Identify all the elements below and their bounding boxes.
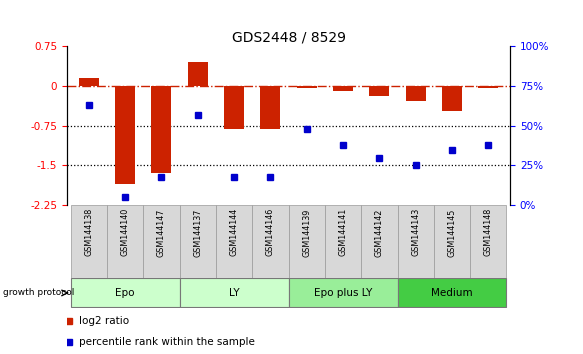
Text: LY: LY: [229, 288, 240, 298]
Bar: [478, 86, 498, 88]
Bar: [216, 205, 252, 278]
Bar: [325, 205, 361, 278]
Bar: [180, 279, 289, 307]
Text: log2 ratio: log2 ratio: [79, 316, 129, 326]
Bar: [289, 205, 325, 278]
Bar: [180, 205, 216, 278]
Text: Epo plus LY: Epo plus LY: [314, 288, 373, 298]
Bar: [297, 86, 317, 88]
Text: GSM144137: GSM144137: [194, 208, 202, 257]
Text: GSM144146: GSM144146: [266, 208, 275, 256]
Text: GSM144140: GSM144140: [121, 208, 129, 256]
Bar: [398, 205, 434, 278]
Bar: [361, 205, 398, 278]
Text: GSM144147: GSM144147: [157, 208, 166, 257]
Text: GSM144138: GSM144138: [85, 208, 93, 256]
Text: GSM144141: GSM144141: [339, 208, 347, 256]
Text: growth protocol: growth protocol: [3, 289, 74, 297]
Bar: [398, 279, 507, 307]
Text: Medium: Medium: [431, 288, 473, 298]
Bar: [152, 86, 171, 173]
Text: Epo: Epo: [115, 288, 135, 298]
Bar: [434, 205, 470, 278]
Bar: [252, 205, 289, 278]
Text: GSM144148: GSM144148: [484, 208, 493, 256]
Text: GSM144145: GSM144145: [448, 208, 456, 257]
Text: percentile rank within the sample: percentile rank within the sample: [79, 337, 255, 347]
Bar: [442, 86, 462, 111]
Bar: [224, 86, 244, 129]
Bar: [289, 279, 398, 307]
Text: GSM144139: GSM144139: [302, 208, 311, 257]
Bar: [107, 205, 143, 278]
Bar: [370, 86, 389, 96]
Title: GDS2448 / 8529: GDS2448 / 8529: [231, 31, 346, 45]
Bar: [115, 86, 135, 184]
Bar: [188, 62, 208, 86]
Bar: [333, 86, 353, 91]
Bar: [470, 205, 507, 278]
Bar: [79, 78, 99, 86]
Text: GSM144142: GSM144142: [375, 208, 384, 257]
Bar: [406, 86, 426, 101]
Bar: [71, 205, 107, 278]
Bar: [143, 205, 180, 278]
Bar: [261, 86, 280, 129]
Text: GSM144144: GSM144144: [230, 208, 238, 256]
Text: GSM144143: GSM144143: [411, 208, 420, 256]
Bar: [71, 279, 180, 307]
